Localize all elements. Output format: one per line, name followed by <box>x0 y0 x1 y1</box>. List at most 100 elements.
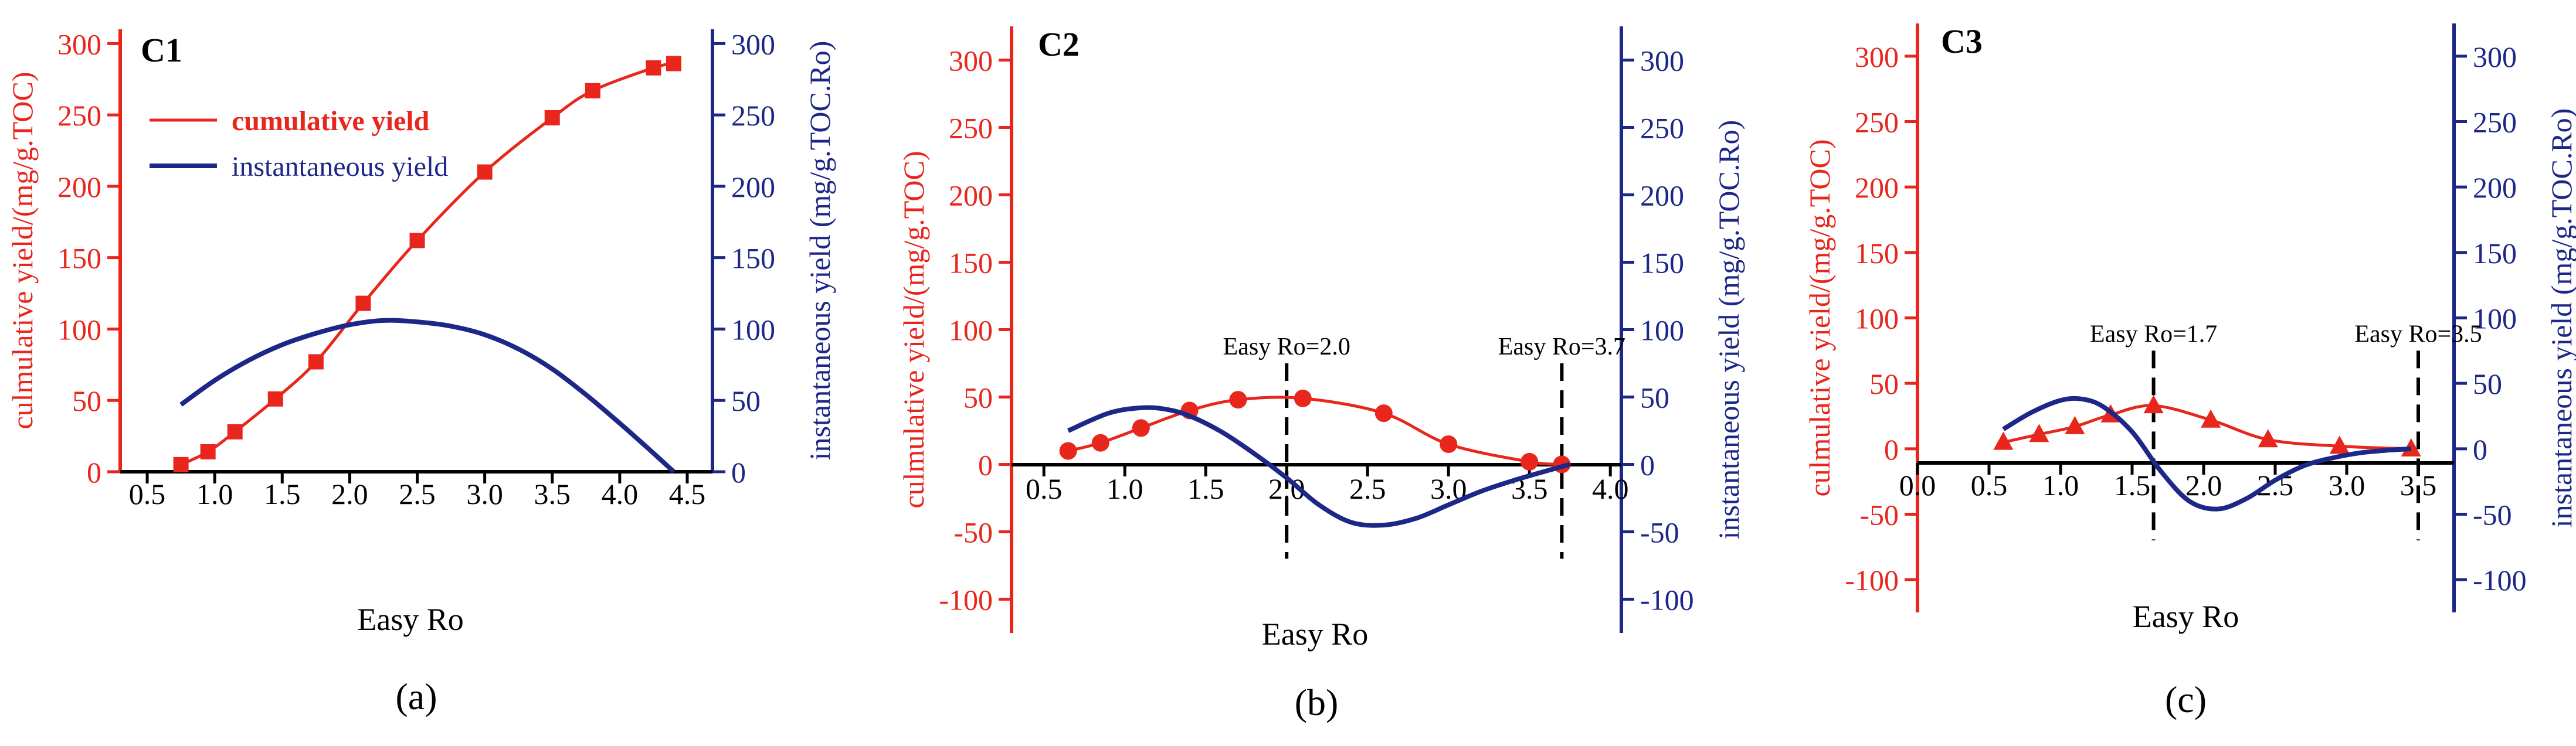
cumulative-yield-point <box>544 110 560 125</box>
panel-a: 0 50 100 150 200 250 300 culmulative yield/(mg/… <box>6 28 836 717</box>
panel-title: C1 <box>141 31 182 69</box>
x-tick-label: 3.5 <box>534 478 571 510</box>
cumulative-yield-point <box>308 354 324 370</box>
x-tick-label: 1.5 <box>264 478 301 510</box>
panel-c: -100 -50 0 50 100 150 200 250 300 culmulative yie… <box>1803 22 2576 720</box>
left-y-tick-label: 100 <box>57 313 101 346</box>
x-axis-label: Easy Ro <box>2133 599 2239 634</box>
left-y-tick-label: 150 <box>57 242 101 275</box>
annotation-label: Easy Ro=3.5 <box>2354 321 2482 348</box>
x-tick-label: 0.0 <box>1899 469 1936 502</box>
cumulative-yield-point <box>1294 389 1312 407</box>
x-tick-label: 1.0 <box>1107 472 1143 505</box>
x-tick-label: 0.5 <box>1971 469 2008 502</box>
x-tick-label: 3.0 <box>466 478 503 510</box>
left-y-tick-label: 300 <box>949 45 993 77</box>
cumulative-yield-point <box>200 444 216 459</box>
left-y-tick-label: 150 <box>1855 237 1899 270</box>
left-y-tick-label: 250 <box>949 112 993 145</box>
cumulative-yield-point <box>666 56 681 71</box>
right-y-tick-label: 50 <box>731 384 761 417</box>
x-tick-label: 4.5 <box>669 478 706 510</box>
cumulative-yield-point <box>173 457 189 472</box>
cumulative-yield-point <box>2065 415 2085 434</box>
right-y-tick-label: 250 <box>1640 112 1684 145</box>
left-y-tick-label: 50 <box>963 381 993 414</box>
right-y-tick-label: 150 <box>731 242 775 275</box>
x-tick-label: 2.0 <box>2185 469 2222 502</box>
left-y-tick-label: -50 <box>953 516 993 549</box>
x-tick-label: 0.5 <box>1026 472 1063 505</box>
x-tick-label: 2.0 <box>331 478 368 510</box>
right-y-tick-label: 200 <box>2473 171 2517 204</box>
left-y-tick-label: 50 <box>72 384 101 417</box>
panel-caption: (b) <box>1295 682 1339 723</box>
left-y-tick-label: 0 <box>978 449 993 482</box>
cumulative-yield-point <box>2329 435 2350 454</box>
cumulative-yield-point <box>585 83 600 98</box>
right-y-tick-label: 50 <box>1640 381 1669 414</box>
right-y-tick-label: 0 <box>1640 449 1655 482</box>
left-y-axis-label: culmulative yield/(mg/g.TOC) <box>1803 139 1836 496</box>
cumulative-yield-point <box>1132 419 1150 437</box>
left-y-tick-label: 150 <box>949 247 993 280</box>
annotation-label: Easy Ro=2.0 <box>1223 333 1350 360</box>
x-tick-label: 3.0 <box>2329 469 2365 502</box>
right-y-tick-label: 0 <box>2473 433 2487 466</box>
left-y-tick-label: 50 <box>1869 367 1899 400</box>
x-tick-label: 1.5 <box>2114 469 2151 502</box>
x-tick-label: 4.0 <box>1592 472 1629 505</box>
right-y-tick-label: -100 <box>2473 564 2527 597</box>
cumulative-yield-point <box>267 391 283 407</box>
right-y-tick-label: 300 <box>2473 40 2517 73</box>
panel-caption: (c) <box>2165 679 2207 720</box>
panel-b: -100 -50 0 50 100 150 200 250 300 culmulative yie… <box>897 25 1745 723</box>
instantaneous-yield-line <box>179 318 676 474</box>
right-y-tick-label: 200 <box>731 171 775 203</box>
panel-title: C2 <box>1038 25 1080 63</box>
instantaneous-yield-line <box>1067 405 1571 528</box>
cumulative-yield-point <box>2201 409 2221 428</box>
left-y-tick-label: 200 <box>949 179 993 212</box>
x-tick-label: 4.0 <box>602 478 639 510</box>
left-y-tick-label: 0 <box>1884 433 1899 466</box>
left-y-axis-label: culmulative yield/(mg/g.TOC) <box>6 71 39 429</box>
annotation-label: Easy Ro=1.7 <box>2090 321 2217 348</box>
left-y-tick-label: 250 <box>57 99 101 132</box>
x-tick-label: 2.5 <box>1349 472 1386 505</box>
panel-title: C3 <box>1941 22 1983 60</box>
x-tick-label: 1.0 <box>196 478 233 510</box>
left-y-tick-label: -100 <box>939 584 993 616</box>
cumulative-yield-point <box>355 295 371 311</box>
cumulative-yield-point <box>2401 438 2421 457</box>
legend-label-cumulative: cumulative yield <box>232 105 430 137</box>
left-y-tick-label: 100 <box>1855 302 1899 335</box>
left-y-tick-label: -100 <box>1845 564 1899 597</box>
cumulative-yield-point <box>477 164 493 180</box>
cumulative-yield-point <box>2029 424 2049 442</box>
right-y-tick-label: 200 <box>1640 179 1684 212</box>
right-y-tick-label: -50 <box>1640 516 1679 549</box>
panel-caption: (a) <box>395 676 437 717</box>
left-y-tick-label: -50 <box>1859 499 1899 532</box>
right-y-axis-label: instantaneous yield (mg/g.TOC.Ro) <box>2545 108 2576 528</box>
left-y-tick-label: 200 <box>1855 171 1899 204</box>
instantaneous-yield-line <box>2002 396 2412 512</box>
cumulative-yield-point <box>1059 442 1077 460</box>
x-axis-label: Easy Ro <box>1262 616 1369 652</box>
right-y-tick-label: -50 <box>2473 499 2512 532</box>
cumulative-yield-point <box>1229 391 1247 409</box>
cumulative-yield-point <box>646 60 661 76</box>
right-y-tick-label: 150 <box>2473 237 2517 270</box>
right-y-tick-label: 250 <box>731 99 775 132</box>
right-y-tick-label: 0 <box>731 456 746 489</box>
right-y-tick-label: 50 <box>2473 367 2502 400</box>
right-y-axis-label: instantaneous yield (mg/g.TOC.Ro) <box>1712 120 1745 540</box>
cumulative-yield-point <box>1521 452 1539 471</box>
cumulative-yield-point <box>409 233 425 248</box>
left-y-tick-label: 250 <box>1855 106 1899 139</box>
left-y-axis-label: culmulative yield/(mg/g.TOC) <box>897 151 930 508</box>
x-tick-label: 1.5 <box>1187 472 1224 505</box>
right-y-tick-label: 150 <box>1640 247 1684 280</box>
